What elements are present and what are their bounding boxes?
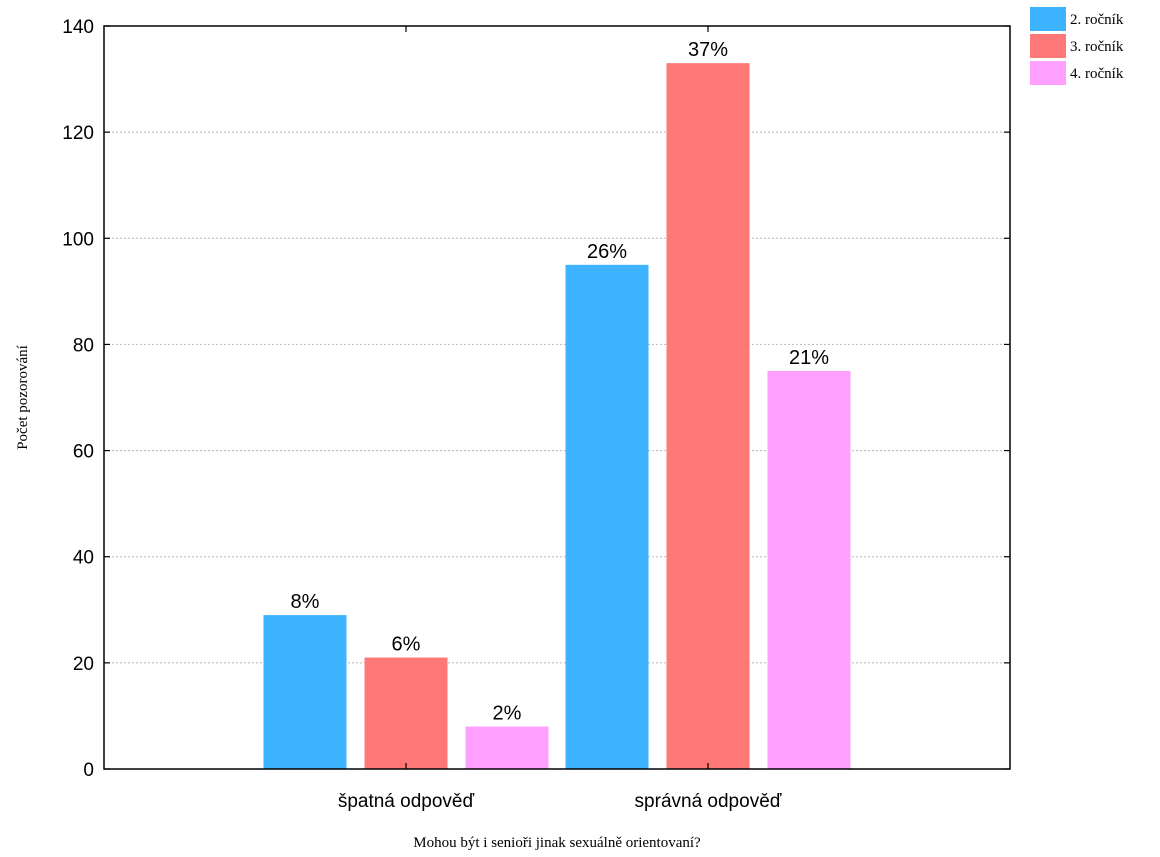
bar [767, 370, 851, 769]
y-tick-label: 140 [62, 17, 94, 38]
bar-value-label: 6% [392, 634, 421, 656]
legend-label: 2. ročník [1070, 12, 1124, 28]
x-axis: špatná odpověď správná odpověď [338, 26, 782, 812]
bar [666, 63, 750, 769]
y-tick-label: 0 [83, 760, 94, 781]
bar-value-label: 8% [291, 591, 320, 613]
legend-label: 4. ročník [1070, 66, 1124, 82]
y-axis: 0 20 40 60 80 100 120 140 [62, 17, 1010, 781]
bar-value-label: 2% [493, 703, 522, 725]
x-tick-label: špatná odpověď [338, 791, 475, 812]
bar [565, 264, 649, 769]
gridlines [104, 131, 1010, 664]
bar-value-labels: 8% 6% 2% 26% 37% 21% [291, 39, 830, 724]
bar [263, 615, 347, 769]
plot-frame [103, 25, 1011, 770]
bar-value-label: 21% [789, 347, 829, 369]
bar-value-label: 26% [587, 241, 627, 263]
y-tick-label: 20 [73, 654, 94, 675]
bar [364, 657, 448, 769]
legend-swatch [1030, 61, 1066, 85]
y-tick-label: 120 [62, 123, 94, 144]
y-tick-label: 40 [73, 548, 94, 569]
bars [263, 63, 851, 769]
bar [465, 726, 549, 769]
y-tick-label: 100 [62, 229, 94, 250]
legend: 2. ročník 3. ročník 4. ročník [1030, 7, 1124, 85]
legend-swatch [1030, 7, 1066, 31]
legend-label: 3. ročník [1070, 39, 1124, 55]
x-tick-label: správná odpověď [635, 791, 782, 812]
y-tick-label: 60 [73, 442, 94, 463]
y-axis-title: Počet pozorování [15, 345, 31, 450]
y-tick-label: 80 [73, 335, 94, 356]
bar-value-label: 37% [688, 39, 728, 61]
x-axis-title: Mohou být i senioři jinak sexuálně orien… [413, 835, 701, 851]
legend-swatch [1030, 34, 1066, 58]
